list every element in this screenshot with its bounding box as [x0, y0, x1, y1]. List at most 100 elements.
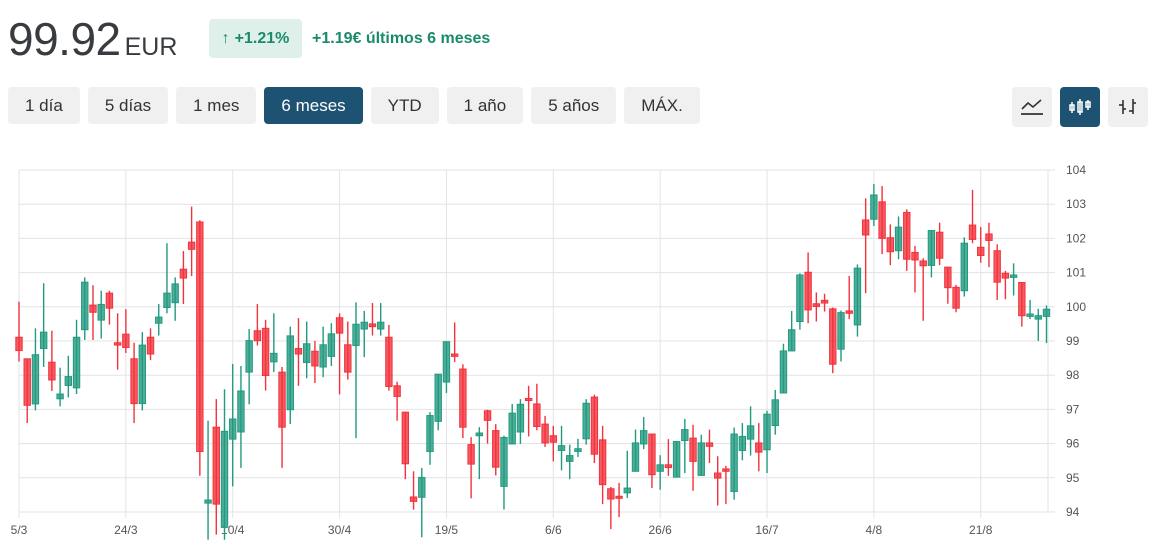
x-tick-label: 6/6: [545, 523, 562, 537]
candle: [122, 309, 130, 353]
candle-body: [385, 336, 393, 387]
candle: [138, 332, 147, 411]
candle-body: [196, 221, 204, 452]
candle: [155, 304, 163, 336]
candle: [615, 482, 623, 518]
candle: [623, 450, 631, 498]
candle: [1001, 270, 1010, 300]
range-6-months-button[interactable]: 6 meses: [264, 87, 363, 124]
candle: [541, 415, 549, 448]
candle-body: [294, 348, 303, 355]
candle-body: [607, 488, 615, 500]
candlestick-chart-button[interactable]: [1060, 87, 1100, 127]
candle-body: [1009, 274, 1018, 278]
candle: [23, 358, 31, 424]
range-5-years-button[interactable]: 5 años: [531, 87, 617, 124]
candle-body: [1018, 282, 1026, 317]
candle-body: [204, 499, 212, 504]
candle: [15, 301, 23, 362]
candle-body: [623, 487, 631, 494]
candle: [113, 313, 122, 370]
price-currency: EUR: [124, 33, 178, 61]
candle-body: [993, 250, 1001, 283]
candle: [204, 420, 212, 540]
candle-body: [714, 472, 722, 479]
candle: [681, 418, 689, 474]
candle-body: [368, 323, 377, 328]
y-tick-label: 102: [1066, 231, 1086, 245]
candle: [434, 373, 442, 431]
candle-body: [155, 316, 163, 324]
candle-body: [919, 260, 927, 267]
candle-body: [697, 442, 705, 476]
candle-body: [319, 344, 327, 368]
candle-body: [968, 224, 977, 240]
candle: [105, 290, 114, 325]
candle: [344, 321, 352, 380]
candle: [212, 399, 220, 535]
range-1-year-button[interactable]: 1 año: [446, 87, 524, 124]
candle-body: [574, 448, 582, 452]
candle-body: [845, 310, 853, 314]
candle-body: [1034, 315, 1042, 320]
y-tick-label: 96: [1066, 437, 1080, 451]
candle-body: [212, 426, 220, 505]
candle: [508, 403, 516, 445]
candle: [97, 290, 105, 339]
candle: [72, 319, 81, 395]
candle-body: [631, 442, 640, 472]
candle: [352, 302, 360, 439]
candle-body: [985, 233, 993, 241]
candle-body: [566, 455, 574, 462]
candle-body: [722, 468, 730, 472]
candle: [229, 363, 237, 487]
candle: [804, 252, 812, 324]
range-1-month-button[interactable]: 1 mes: [176, 87, 257, 124]
y-tick-label: 100: [1066, 300, 1086, 314]
candle: [294, 318, 303, 386]
candle: [393, 381, 401, 421]
candle: [1026, 299, 1034, 320]
candle-body: [763, 413, 771, 451]
candle: [500, 435, 508, 510]
candle-body: [689, 437, 697, 462]
candle: [524, 385, 533, 437]
candle: [516, 399, 525, 444]
candle: [960, 237, 968, 297]
candle: [450, 322, 459, 362]
range-max-button[interactable]: MÁX.: [624, 87, 700, 124]
candle: [919, 258, 927, 321]
candle-body: [311, 350, 319, 367]
candle: [1034, 308, 1042, 341]
candle: [722, 465, 730, 505]
candle-body: [648, 433, 656, 476]
candle: [261, 319, 270, 391]
candle: [598, 425, 607, 505]
candle: [335, 313, 344, 395]
candle-body: [278, 371, 286, 428]
x-tick-label: 24/3: [114, 523, 138, 537]
candle: [714, 456, 722, 506]
candle: [607, 487, 615, 530]
candle-body: [23, 358, 31, 406]
range-1-day-button[interactable]: 1 día: [8, 87, 80, 124]
candle: [911, 245, 919, 293]
candle: [689, 424, 697, 491]
range-5-days-button[interactable]: 5 días: [87, 87, 169, 124]
range-ytd-button[interactable]: YTD: [370, 87, 439, 124]
candle: [196, 220, 204, 476]
candle: [705, 429, 714, 464]
candle-body: [171, 283, 179, 304]
candle-body: [220, 430, 229, 528]
ohlc-chart-button[interactable]: [1108, 87, 1148, 127]
candle: [187, 206, 196, 277]
candle: [763, 410, 771, 474]
line-chart-button[interactable]: [1012, 87, 1052, 127]
candle: [952, 284, 960, 313]
arrow-up-icon: ↑: [221, 29, 230, 47]
candle-body: [179, 268, 188, 279]
candle-body: [705, 442, 714, 447]
candle: [582, 399, 590, 445]
line-chart-icon: [1021, 99, 1043, 115]
